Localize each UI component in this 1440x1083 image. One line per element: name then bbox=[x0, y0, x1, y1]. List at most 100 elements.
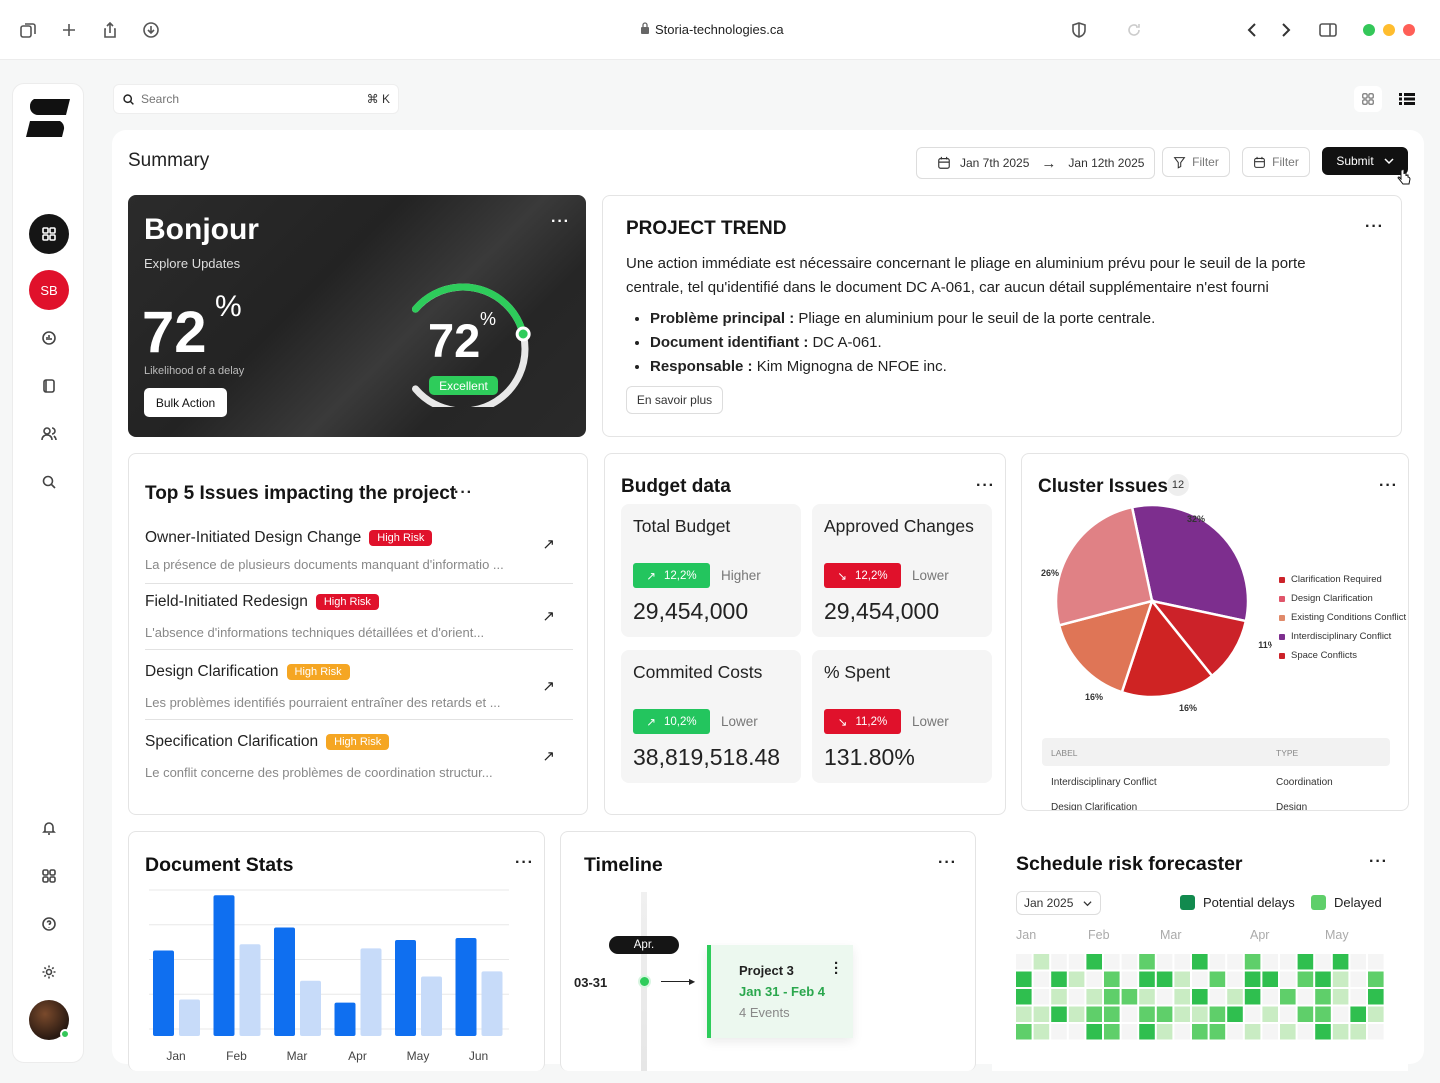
heatmap-cell[interactable] bbox=[1086, 989, 1102, 1005]
user-avatar[interactable] bbox=[29, 1000, 70, 1040]
bar[interactable] bbox=[421, 976, 442, 1036]
heatmap-cell[interactable] bbox=[1192, 971, 1208, 988]
heatmap-cell[interactable] bbox=[1033, 989, 1050, 1005]
heatmap-cell[interactable] bbox=[1174, 1024, 1190, 1040]
heatmap-cell[interactable] bbox=[1297, 971, 1314, 988]
heatmap-cell[interactable] bbox=[1033, 1024, 1050, 1040]
forward-icon[interactable] bbox=[1275, 20, 1295, 40]
address-bar[interactable]: Storia-technologies.ca bbox=[640, 22, 784, 37]
list-view-button[interactable] bbox=[1393, 86, 1421, 112]
heatmap-cell[interactable] bbox=[1280, 954, 1296, 970]
heatmap-cell[interactable] bbox=[1104, 1006, 1120, 1023]
heatmap-cell[interactable] bbox=[1209, 971, 1226, 988]
heatmap-cell[interactable] bbox=[1192, 989, 1208, 1005]
heatmap-cell[interactable] bbox=[1156, 1006, 1173, 1023]
heatmap-cell[interactable] bbox=[1227, 989, 1243, 1005]
date-range-picker[interactable]: Jan 7th 2025 → Jan 12th 2025 bbox=[916, 147, 1155, 179]
heatmap-cell[interactable] bbox=[1332, 1006, 1349, 1023]
dashboard-icon[interactable] bbox=[29, 214, 69, 254]
heatmap-cell[interactable] bbox=[1227, 971, 1243, 988]
heatmap-cell[interactable] bbox=[1244, 1006, 1261, 1023]
new-tab-icon[interactable] bbox=[59, 20, 79, 40]
heatmap-cell[interactable] bbox=[1016, 1024, 1032, 1040]
bar[interactable] bbox=[455, 937, 477, 1036]
help-icon[interactable] bbox=[29, 904, 69, 944]
heatmap-cell[interactable] bbox=[1227, 1024, 1243, 1040]
heatmap-cell[interactable] bbox=[1016, 971, 1032, 988]
bar[interactable] bbox=[300, 980, 321, 1036]
heatmap-cell[interactable] bbox=[1156, 954, 1173, 970]
heatmap-cell[interactable] bbox=[1209, 989, 1226, 1005]
heatmap-cell[interactable] bbox=[1315, 954, 1331, 970]
heatmap-cell[interactable] bbox=[1086, 1006, 1102, 1023]
pie-slice[interactable] bbox=[1057, 599, 1154, 694]
event-card[interactable]: Project 3 Jan 31 - Feb 4 4 Events · · · bbox=[707, 945, 853, 1038]
submit-button[interactable]: Submit bbox=[1322, 147, 1408, 175]
heatmap-cell[interactable] bbox=[1104, 1024, 1120, 1040]
heatmap-cell[interactable] bbox=[1297, 954, 1314, 970]
heatmap-cell[interactable] bbox=[1244, 954, 1261, 970]
heatmap-cell[interactable] bbox=[1209, 1024, 1226, 1040]
bar[interactable] bbox=[395, 940, 416, 1036]
heatmap-cell[interactable] bbox=[1350, 1024, 1366, 1040]
heatmap-cell[interactable] bbox=[1262, 954, 1278, 970]
heatmap-cell[interactable] bbox=[1068, 989, 1085, 1005]
maximize-dot[interactable] bbox=[1363, 24, 1375, 36]
heatmap-cell[interactable] bbox=[1051, 971, 1067, 988]
sidebar-toggle-icon[interactable] bbox=[1318, 20, 1338, 40]
heatmap-cell[interactable] bbox=[1332, 954, 1349, 970]
bar[interactable] bbox=[153, 950, 174, 1036]
close-dot[interactable] bbox=[1403, 24, 1415, 36]
users-icon[interactable] bbox=[29, 414, 69, 454]
issue-item[interactable]: Field-Initiated Redesign High Risk L'abse… bbox=[145, 593, 573, 650]
heatmap-cell[interactable] bbox=[1368, 971, 1384, 988]
bar[interactable] bbox=[179, 999, 200, 1037]
heatmap-cell[interactable] bbox=[1332, 989, 1349, 1005]
heatmap-cell[interactable] bbox=[1209, 954, 1226, 970]
heatmap-cell[interactable] bbox=[1368, 954, 1384, 970]
heatmap-cell[interactable] bbox=[1227, 954, 1243, 970]
heatmap-cell[interactable] bbox=[1280, 1006, 1296, 1023]
heatmap-cell[interactable] bbox=[1297, 989, 1314, 1005]
issue-item[interactable]: Specification Clarification High Risk Le … bbox=[145, 733, 573, 790]
heatmap-cell[interactable] bbox=[1244, 1024, 1261, 1040]
settings-icon[interactable] bbox=[29, 952, 69, 992]
issue-item[interactable]: Owner-Initiated Design Change High Risk L… bbox=[145, 529, 573, 584]
heatmap-cell[interactable] bbox=[1086, 971, 1102, 988]
arrow-up-right-icon[interactable]: ↗ bbox=[542, 608, 555, 625]
heatmap-cell[interactable] bbox=[1368, 1006, 1384, 1023]
heatmap-cell[interactable] bbox=[1192, 954, 1208, 970]
heatmap-cell[interactable] bbox=[1227, 1006, 1243, 1023]
heatmap-cell[interactable] bbox=[1121, 954, 1138, 970]
apps-icon[interactable] bbox=[29, 856, 69, 896]
heatmap-cell[interactable] bbox=[1262, 1006, 1278, 1023]
heatmap-cell[interactable] bbox=[1139, 954, 1155, 970]
search-icon[interactable] bbox=[29, 462, 69, 502]
heatmap-cell[interactable] bbox=[1156, 989, 1173, 1005]
heatmap-cell[interactable] bbox=[1156, 971, 1173, 988]
bar[interactable] bbox=[239, 944, 261, 1036]
heatmap-cell[interactable] bbox=[1016, 989, 1032, 1005]
arrow-up-right-icon[interactable]: ↗ bbox=[542, 536, 555, 553]
heatmap-cell[interactable] bbox=[1139, 1024, 1155, 1040]
heatmap-cell[interactable] bbox=[1051, 954, 1067, 970]
month-select[interactable]: Jan 2025 bbox=[1016, 891, 1101, 915]
heatmap-cell[interactable] bbox=[1068, 971, 1085, 988]
heatmap-cell[interactable] bbox=[1086, 1024, 1102, 1040]
heatmap-cell[interactable] bbox=[1350, 971, 1366, 988]
pie-slice[interactable] bbox=[1148, 599, 1248, 678]
back-icon[interactable] bbox=[1243, 20, 1263, 40]
heatmap-cell[interactable] bbox=[1262, 989, 1278, 1005]
arrow-up-right-icon[interactable]: ↗ bbox=[542, 678, 555, 695]
heatmap-cell[interactable] bbox=[1139, 971, 1155, 988]
heatmap-cell[interactable] bbox=[1350, 989, 1366, 1005]
shield-icon[interactable] bbox=[1069, 20, 1089, 40]
hero-more-icon[interactable]: ··· bbox=[551, 213, 570, 230]
minimize-dot[interactable] bbox=[1383, 24, 1395, 36]
heatmap-cell[interactable] bbox=[1104, 971, 1120, 988]
heatmap-cell[interactable] bbox=[1297, 1006, 1314, 1023]
arrow-up-right-icon[interactable]: ↗ bbox=[542, 748, 555, 765]
schedule-more-icon[interactable]: ··· bbox=[1369, 853, 1388, 870]
heatmap-cell[interactable] bbox=[1033, 1006, 1050, 1023]
heatmap-cell[interactable] bbox=[1315, 1006, 1331, 1023]
